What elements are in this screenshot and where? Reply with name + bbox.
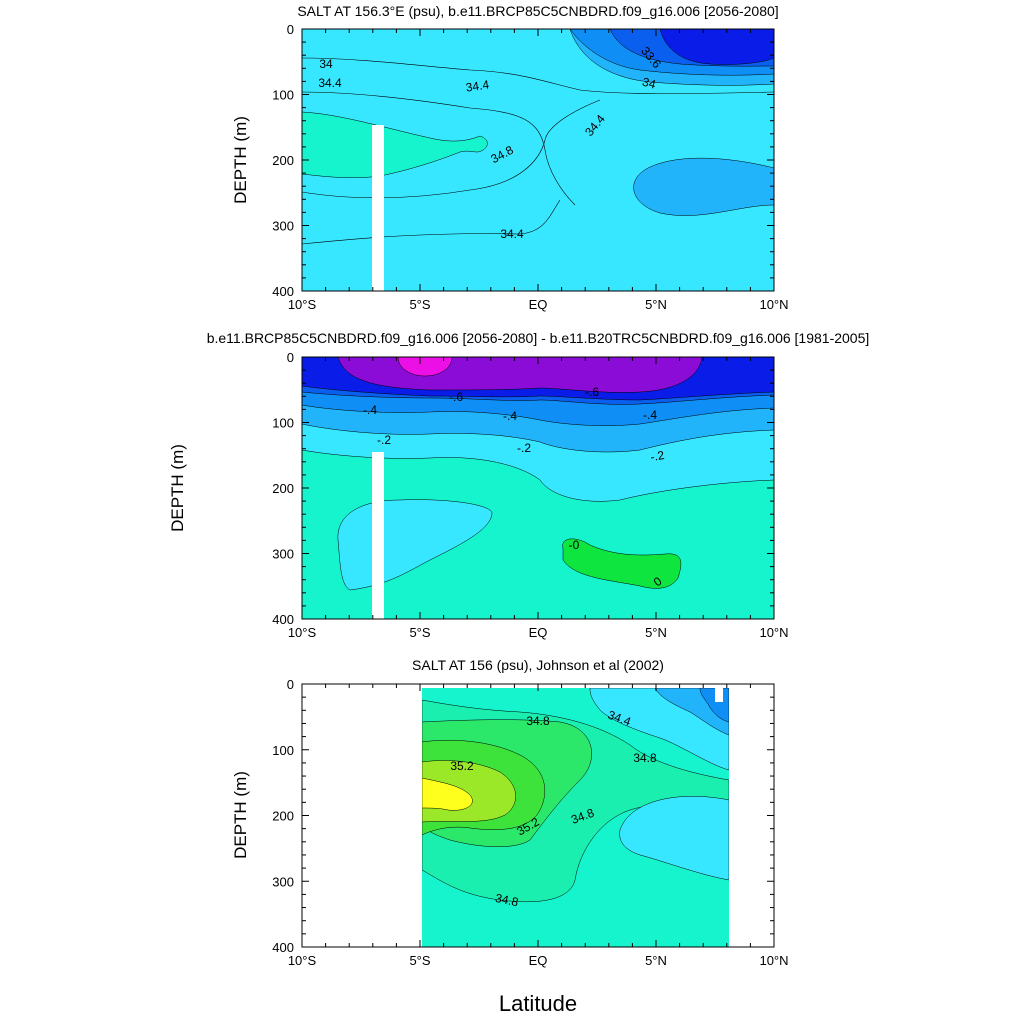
contour-label: -.4 xyxy=(363,403,377,417)
panel-2-title: b.e11.BRCP85C5CNBDRD.f09_g16.006 [2056-2… xyxy=(207,330,870,346)
panel-3-contour-fills xyxy=(422,688,729,947)
contour-label: 34.8 xyxy=(494,891,520,910)
contour-label: 34 xyxy=(641,75,658,92)
x-tick-label: 10°S xyxy=(288,297,317,312)
y-tick-label: 200 xyxy=(272,481,294,496)
panel-3-y-axis-title: DEPTH (m) xyxy=(231,771,250,859)
x-tick-label: 5°N xyxy=(645,953,667,968)
contour-label: -.2 xyxy=(517,441,531,455)
y-tick-label: 300 xyxy=(272,547,294,562)
y-tick-label: 400 xyxy=(272,612,294,627)
panel-3: SALT AT 156 (psu), Johnson et al (2002) … xyxy=(231,657,789,968)
panel-3-title: SALT AT 156 (psu), Johnson et al (2002) xyxy=(412,657,664,673)
x-tick-label: 5°S xyxy=(409,297,430,312)
x-tick-label: EQ xyxy=(529,297,548,312)
x-tick-label: 5°N xyxy=(645,625,667,640)
y-tick-label: 100 xyxy=(272,743,294,758)
contour-label: 34 xyxy=(319,57,333,71)
fill-positive-patch xyxy=(562,538,682,589)
panel-1-contour-fills xyxy=(302,29,774,291)
y-tick-label: 200 xyxy=(272,809,294,824)
masked-column xyxy=(372,452,384,619)
panel-2-y-axis-title: DEPTH (m) xyxy=(168,444,187,532)
y-tick-label: 100 xyxy=(272,88,294,103)
fill-deep-fresh-patch xyxy=(633,157,774,216)
contour-34-4-ridge xyxy=(302,99,601,199)
panel-2: b.e11.BRCP85C5CNBDRD.f09_g16.006 [2056-2… xyxy=(168,330,869,640)
contour-label: -.2 xyxy=(649,448,666,464)
contour-label: 35.2 xyxy=(450,759,474,773)
x-tick-label: 10°N xyxy=(759,297,788,312)
contour-label: -.6 xyxy=(585,385,599,399)
x-tick-label: 5°S xyxy=(409,953,430,968)
y-tick-label: 400 xyxy=(272,940,294,955)
x-tick-label: EQ xyxy=(529,953,548,968)
x-tick-label: 5°S xyxy=(409,625,430,640)
x-tick-label: 10°S xyxy=(288,625,317,640)
masked-cell xyxy=(715,688,723,702)
y-tick-label: 300 xyxy=(272,219,294,234)
contour-label: 34.4 xyxy=(465,77,490,94)
y-tick-label: 100 xyxy=(272,416,294,431)
x-tick-label: 5°N xyxy=(645,297,667,312)
y-tick-label: 200 xyxy=(272,153,294,168)
masked-column xyxy=(372,125,384,291)
contour-label: 34.8 xyxy=(633,751,657,765)
fill-fresh-pool-east xyxy=(619,796,729,881)
x-tick-label: 10°S xyxy=(288,953,317,968)
contour-label: -.4 xyxy=(503,409,517,423)
contour-label: -.2 xyxy=(377,433,391,447)
contour-34-4-upper xyxy=(302,57,774,94)
x-tick-label: EQ xyxy=(529,625,548,640)
panel-2-contour-fills xyxy=(302,357,774,619)
fill-level-minus-0-7 xyxy=(337,357,703,393)
y-tick-label: 0 xyxy=(287,22,294,37)
panel-2-contour-labels: -.6 -.6 -.4 -.4 -.4 -.2 -.2 -.2 -0 0 xyxy=(363,385,666,589)
panel-1-title: SALT AT 156.3°E (psu), b.e11.BRCP85C5CNB… xyxy=(297,3,778,19)
fill-level-35-4 xyxy=(422,777,473,811)
contour-label: -0 xyxy=(569,538,580,552)
y-tick-label: 0 xyxy=(287,350,294,365)
panel-2-axes: 10°S 5°S EQ 5°N 10°N 0 100 200 300 400 xyxy=(272,350,788,640)
contour-label: -.4 xyxy=(643,408,657,422)
x-axis-title: Latitude xyxy=(499,991,577,1016)
contour-label: -.6 xyxy=(449,390,463,404)
contour-label: 34.8 xyxy=(526,714,550,728)
y-tick-label: 400 xyxy=(272,284,294,299)
x-tick-label: 10°N xyxy=(759,953,788,968)
panel-1-y-axis-title: DEPTH (m) xyxy=(231,116,250,204)
panel-1-axes: 10°S 5°S EQ 5°N 10°N 0 100 200 300 400 xyxy=(272,22,788,312)
y-tick-label: 0 xyxy=(287,677,294,692)
panel-3-axes: 10°S 5°S EQ 5°N 10°N 0 100 200 300 400 xyxy=(272,677,788,968)
contour-label: 34.4 xyxy=(500,227,524,241)
panel-1: SALT AT 156.3°E (psu), b.e11.BRCP85C5CNB… xyxy=(231,3,789,312)
x-tick-label: 10°N xyxy=(759,625,788,640)
y-tick-label: 300 xyxy=(272,874,294,889)
contour-34-4-lower xyxy=(302,91,576,245)
fill-level-minus-0-8 xyxy=(397,357,453,377)
fill-33-6-core xyxy=(659,29,774,65)
contour-label: 34.4 xyxy=(318,76,342,90)
